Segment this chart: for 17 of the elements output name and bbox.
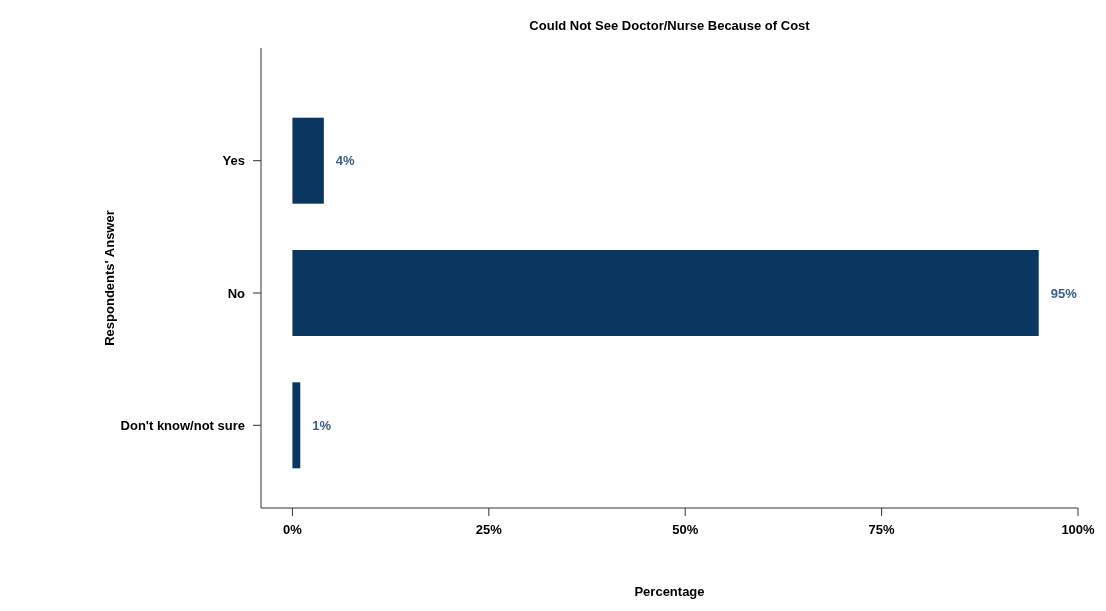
data-label: 95% bbox=[1050, 285, 1078, 301]
bar bbox=[292, 382, 301, 469]
x-tick-label: 0% bbox=[283, 522, 303, 537]
x-tick-label: 50% bbox=[672, 522, 699, 537]
y-tick-label: Don't know/not sure bbox=[120, 417, 245, 433]
y-axis-title: Respondents' Answer bbox=[102, 210, 117, 346]
x-axis-title: Percentage bbox=[634, 584, 705, 599]
y-tick-label: Yes bbox=[222, 153, 245, 169]
data-label: 1% bbox=[312, 417, 332, 433]
x-tick-label: 75% bbox=[868, 522, 896, 537]
chart-title: Could Not See Doctor/Nurse Because of Cost bbox=[529, 18, 811, 33]
bar bbox=[292, 117, 324, 204]
x-tick-label: 100% bbox=[1061, 522, 1096, 537]
x-tick-label: 25% bbox=[475, 522, 503, 537]
data-label: 4% bbox=[335, 153, 356, 169]
y-tick-label: No bbox=[227, 285, 246, 301]
bar bbox=[292, 250, 1039, 336]
